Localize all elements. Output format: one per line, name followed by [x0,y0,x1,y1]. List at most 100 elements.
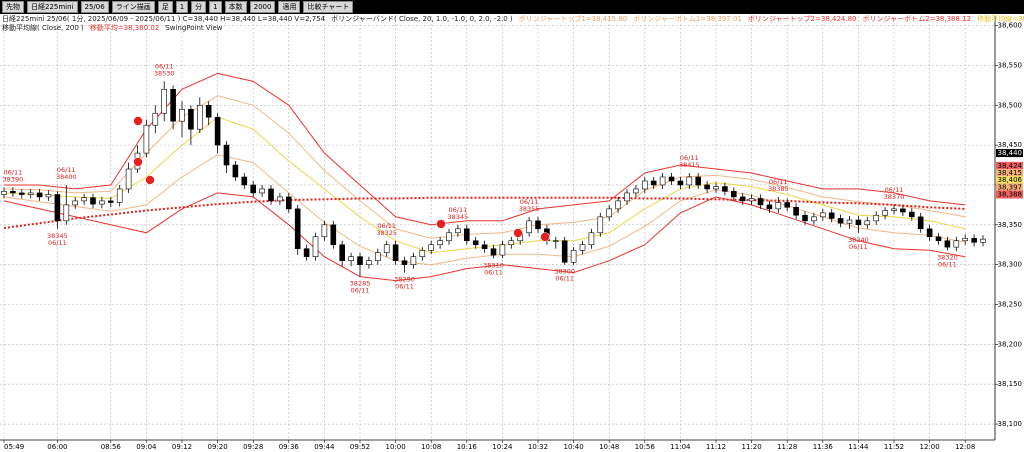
toolbar-item[interactable]: 1 [175,1,189,13]
candle-body [722,186,728,192]
indicator-line [3,196,966,229]
x-tick-label: 05:49 [4,443,24,451]
toolbar-item[interactable]: 足 [157,1,173,13]
candle-body [481,244,488,250]
candle-body [428,244,435,251]
x-tick-label: 10:08 [421,443,441,451]
candle-body [882,210,888,216]
toolbar-item[interactable]: 分 [191,1,207,13]
x-tick-label: 11:04 [670,443,691,451]
signal-marker [145,175,155,185]
candle-body [579,244,586,251]
candle-body [374,252,381,261]
candle-body [312,236,319,257]
toolbar-item[interactable]: 本数 [224,1,247,13]
candle-body [357,256,363,265]
candle-body [757,198,764,206]
y-tick-label: 38,100 [998,420,1023,428]
candle-body [633,188,639,194]
price-tag-label: 38,406 [998,176,1023,184]
candle-body [561,240,568,263]
annotation: 38310 [483,261,504,269]
annotation: 06/11 [938,260,957,268]
candle-body [811,216,817,222]
price-tag-label: 38,397 [998,183,1023,191]
x-tick-label: 12:00 [920,443,940,451]
candle-body [713,186,719,190]
legend-text: ボリンジャーバンド( Close, 20, 1.0, -1.0, 0, 2.0,… [331,15,513,23]
candle-body [615,200,621,210]
candle-body [259,188,265,194]
toolbar: 先物 日経225mini 25/06 ライン描画足 1 分 1 本数 2000 適用 比較チャート [0,0,1024,14]
annotation: 38530 [154,69,175,77]
candle-body [971,238,977,243]
candle-body [641,180,648,190]
price-tag-label: 38,424 [998,162,1023,170]
annotation: 38300 [554,268,575,276]
annotation: 38345 [448,213,469,221]
x-tick-label: 09:44 [314,443,335,451]
y-tick-label: 38,200 [998,340,1023,348]
annotation: 06/11 [555,275,574,283]
toolbar-item[interactable]: 2000 [249,1,276,13]
toolbar-item[interactable]: 先物 [2,1,24,13]
signal-marker [540,232,550,242]
annotation: 06/11 [769,178,788,186]
y-tick-label: 38,500 [998,101,1023,109]
x-tick-label: 11:52 [884,443,904,451]
x-tick-label: 09:12 [172,443,192,451]
x-tick-label: 11:12 [706,443,726,451]
candle-body [748,198,755,202]
candle-body [108,200,114,203]
annotation: 38415 [679,161,700,169]
candle-body [90,197,96,205]
legend-text: ボリンジャートップ1=38,415.80 [518,15,628,23]
legend-text: ボリンジャートップ2=38,424.80 [747,15,857,23]
candle-body [472,240,479,246]
candle-body [383,244,390,254]
toolbar-item[interactable]: 日経225mini [27,1,78,13]
y-tick-label: 38,150 [998,380,1023,388]
candle-body [54,194,61,222]
legend-text: 移動平均線( Close, 200 ) [2,24,84,32]
candle-body [526,220,532,234]
signal-marker [133,157,143,167]
toolbar-item[interactable]: 25/06 [80,1,109,13]
price-tag [996,190,1023,199]
annotation: 06/11 [395,283,414,291]
legend-text: ボリンジャーボトム1=38,397.01 [633,15,742,23]
x-tick-label: 10:48 [599,443,619,451]
candle-body [846,219,853,224]
toolbar-item[interactable]: 適用 [278,1,301,13]
x-tick-label: 10:32 [528,443,548,451]
price-tag [996,149,1023,158]
candle-body [188,108,194,130]
candle-body [766,204,773,210]
candle-body [490,248,497,256]
toolbar-item[interactable]: 1 [209,1,222,13]
y-tick-label: 38,250 [998,301,1023,309]
candle-body [802,214,808,222]
annotation: 38370 [884,193,905,201]
annotation: 06/11 [48,239,67,247]
annotation: 38320 [937,253,958,261]
x-tick-label: 09:20 [208,443,228,451]
legend-text: 移動平均=38,380.02 [89,24,160,32]
candle-body [285,196,292,210]
candle-body [214,116,221,146]
x-tick-label: 11:28 [777,443,797,451]
toolbar-item[interactable]: ライン描画 [111,1,155,13]
indicator-legend: 日経225mini 25/06( 1分, 2025/06/09 - 2025/0… [2,15,1024,24]
candle-body [1,191,7,195]
x-tick-label: 12:08 [955,443,975,451]
candle-body [793,206,799,216]
y-tick-label: 38,450 [998,141,1023,149]
annotation: 38340 [848,236,869,244]
annotation: 06/11 [4,168,23,176]
candle-body [552,240,559,242]
candle-body [463,228,470,242]
candle-body [446,232,452,242]
candle-body [837,218,844,224]
toolbar-item[interactable]: 比較チャート [303,1,354,13]
